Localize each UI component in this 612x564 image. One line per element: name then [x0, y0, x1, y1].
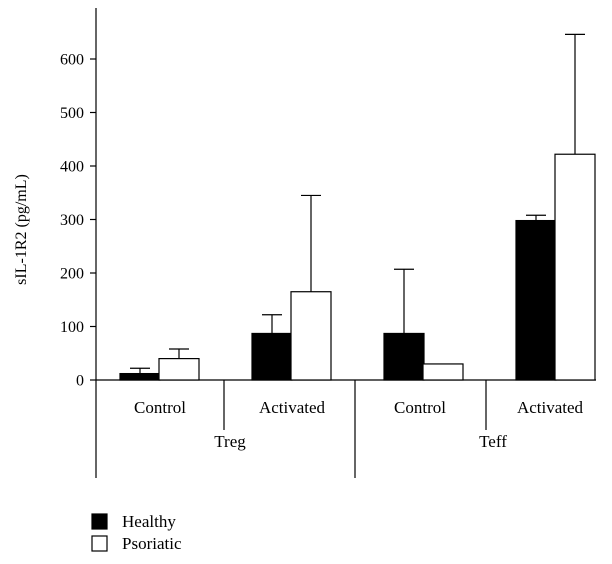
y-tick-label: 100 [60, 319, 84, 336]
bar-psoriatic-0 [158, 358, 200, 381]
category-label: Activated [517, 398, 584, 417]
bar-healthy-3 [515, 219, 557, 381]
group-label: Treg [214, 432, 246, 451]
bar-psoriatic-1 [290, 291, 332, 381]
legend-label-psoriatic: Psoriatic [122, 534, 182, 553]
y-tick-label: 500 [60, 105, 84, 122]
category-label: Control [134, 398, 186, 417]
y-tick-label: 0 [76, 373, 84, 390]
chart-labels: Control Activated Control Activated Treg Teff [134, 398, 584, 451]
category-label: Control [394, 398, 446, 417]
legend-swatch-psoriatic [91, 535, 108, 552]
chart-axes: 0 100 200 300 400 500 600 [60, 8, 596, 478]
bar-healthy-2 [383, 332, 425, 381]
y-axis-title: sIL-1R2 (pg/mL) [13, 174, 30, 285]
y-tick-label: 400 [60, 159, 84, 176]
y-tick-label: 300 [60, 212, 84, 229]
y-tick-label: 600 [60, 52, 84, 69]
bar-psoriatic-2 [422, 363, 464, 381]
chart-bars [119, 33, 596, 381]
category-label: Activated [259, 398, 326, 417]
legend-swatch-healthy [91, 513, 108, 530]
legend: Healthy Psoriatic [91, 512, 182, 553]
y-tick-label: 200 [60, 266, 84, 283]
bar-healthy-1 [251, 332, 293, 381]
legend-label-healthy: Healthy [122, 512, 176, 531]
bar-psoriatic-3 [554, 153, 596, 381]
group-label: Teff [479, 432, 507, 451]
bar-healthy-0 [119, 372, 161, 381]
